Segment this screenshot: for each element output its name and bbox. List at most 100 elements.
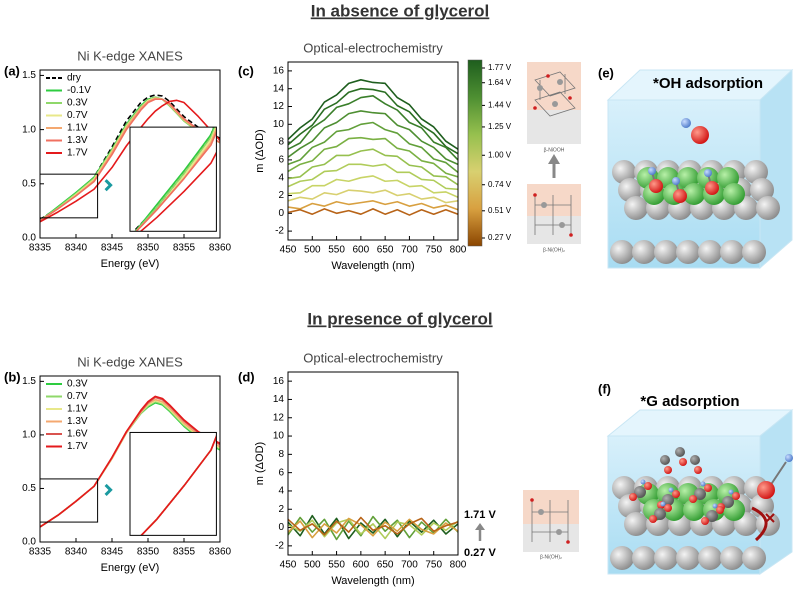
y-tick-label: 1.5 — [22, 376, 36, 387]
atom — [742, 240, 766, 264]
x-tick-label: 750 — [425, 560, 442, 571]
y-tick-label: 1.0 — [22, 430, 36, 441]
structure-bonds — [534, 195, 572, 235]
y-tick-label: 4 — [278, 486, 284, 497]
legend-label: 1.1V — [67, 123, 88, 134]
y-tick-label: 6 — [278, 155, 284, 166]
colorbar-label: 1.77 V — [488, 63, 512, 72]
atom — [541, 202, 547, 208]
surface-atoms — [610, 118, 780, 264]
structure-nioh2: β-Ni(OH)₂ — [523, 490, 579, 560]
atom — [649, 515, 657, 523]
atom — [700, 481, 706, 487]
atom — [785, 454, 793, 462]
panel-label: (c) — [238, 63, 254, 78]
x-axis-label: Energy (eV) — [101, 562, 160, 574]
structure-bg — [527, 216, 581, 244]
series-line — [288, 514, 458, 540]
atom — [546, 74, 550, 78]
zoom-box — [39, 173, 99, 219]
atom — [712, 503, 718, 509]
x-tick-label: 700 — [401, 560, 418, 571]
series-line — [288, 87, 458, 155]
annotation: 1.71 V — [464, 509, 496, 521]
legend-label: dry — [67, 73, 81, 84]
series-line — [40, 98, 220, 222]
x-tick-label: 8360 — [209, 547, 232, 558]
inset-zoom — [130, 0, 400, 241]
atom — [644, 482, 652, 490]
bond — [769, 461, 787, 487]
atom — [533, 193, 537, 197]
legend-label: 1.3V — [67, 416, 88, 427]
y-tick-label: 8 — [278, 449, 284, 460]
inset-frame — [129, 431, 217, 536]
legend-label: 0.7V — [67, 391, 88, 402]
atom — [672, 177, 680, 185]
y-tick-label: 14 — [273, 394, 285, 405]
structure-label: β-NiOOH — [544, 147, 565, 153]
x-axis-label: Energy (eV) — [101, 258, 160, 270]
series-line — [40, 395, 220, 528]
x-tick-label: 650 — [377, 560, 394, 571]
plot-frame — [39, 375, 221, 543]
series-lines — [40, 94, 220, 223]
panel-label: (a) — [4, 63, 20, 78]
structure-bg — [523, 524, 579, 552]
atom — [720, 240, 744, 264]
atom — [569, 233, 573, 237]
x-tick-label: 800 — [450, 245, 467, 256]
y-tick-label: 0.0 — [22, 233, 36, 244]
colorbar-label: 1.00 V — [488, 150, 512, 159]
plot-area — [288, 62, 458, 240]
y-tick-label: 2 — [278, 504, 284, 515]
atom — [679, 458, 687, 466]
atom — [557, 79, 563, 85]
chart-title: Optical-electrochemistry — [303, 350, 443, 365]
section-heading: In absence of glycerol — [311, 1, 490, 20]
atom — [704, 169, 712, 177]
colorbar-label: 0.74 V — [488, 180, 512, 189]
atom — [559, 222, 565, 228]
atom — [723, 183, 745, 205]
y-tick-label: 12 — [273, 412, 285, 423]
chart-title: Ni K-edge XANES — [77, 354, 183, 369]
series-lines — [288, 514, 458, 541]
inset-zoom — [130, 236, 400, 548]
series-lines — [288, 79, 458, 216]
atom — [701, 517, 709, 525]
atom — [722, 496, 734, 508]
atom — [568, 96, 572, 100]
structure-bonds — [531, 500, 569, 542]
inset-frame — [129, 126, 217, 232]
y-tick-label: 0.0 — [22, 537, 36, 548]
atom — [624, 196, 648, 220]
atom — [704, 484, 712, 492]
y-tick-label: 0.5 — [22, 178, 36, 189]
legend-label: 1.3V — [67, 135, 88, 146]
atom — [654, 240, 678, 264]
atom — [648, 167, 656, 175]
atom — [691, 126, 709, 144]
atom — [610, 546, 634, 570]
atom — [673, 189, 687, 203]
inset-line — [130, 0, 400, 238]
atom — [654, 508, 666, 520]
atom — [716, 506, 724, 514]
atom — [689, 495, 697, 503]
x-tick-label: 8340 — [65, 547, 88, 558]
atom — [681, 118, 691, 128]
colorbar-label: 1.25 V — [488, 122, 512, 131]
atom — [538, 509, 544, 515]
atom — [629, 493, 637, 501]
atom — [556, 529, 562, 535]
x-axis-label: Wavelength (nm) — [331, 260, 414, 272]
y-axis-label: m (ΔOD) — [254, 442, 266, 485]
series-line — [288, 175, 458, 199]
atom — [660, 501, 666, 507]
panel-label: (e) — [598, 65, 614, 80]
series-line — [288, 200, 458, 211]
atom — [533, 106, 537, 110]
inset-line — [130, 0, 400, 238]
legend-label: 0.3V — [67, 379, 88, 390]
